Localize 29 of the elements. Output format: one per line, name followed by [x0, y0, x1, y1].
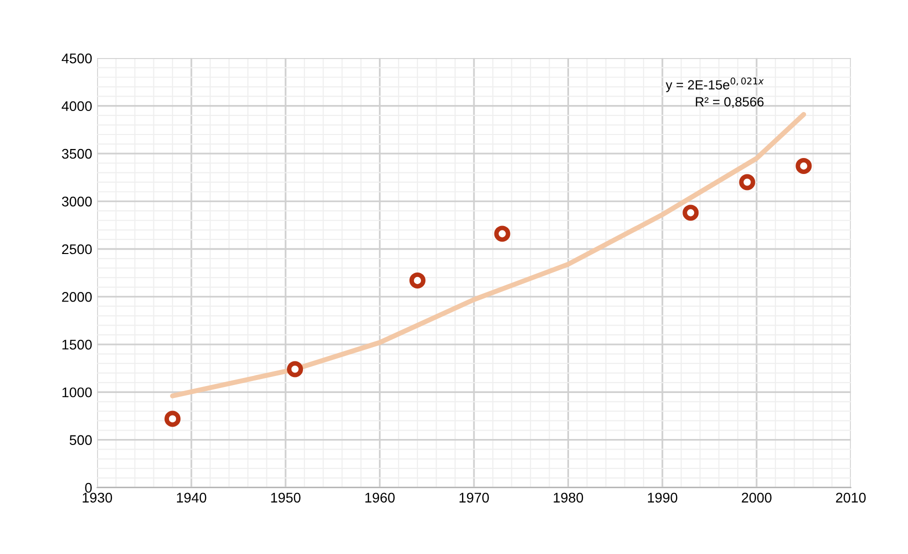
point	[164, 410, 181, 427]
y-tick-label: 3000	[62, 196, 92, 206]
y-tick-label: 2500	[62, 244, 92, 254]
point	[494, 226, 510, 242]
y-tick-label: 4000	[62, 101, 92, 112]
y-tick-label: 3500	[62, 148, 92, 159]
y-tick-label: 1500	[62, 340, 92, 350]
x-tick-label: 1960	[365, 492, 395, 503]
point	[796, 158, 812, 174]
y-tick-label: 1000	[62, 387, 92, 398]
point	[739, 174, 756, 190]
y-tick-label: 4500	[62, 54, 92, 64]
x-tick-label: 1990	[648, 492, 678, 503]
point	[286, 361, 304, 378]
y-tick-label: 2000	[62, 292, 92, 302]
x-tick-label: 1970	[460, 492, 489, 503]
x-tick-label: 1930	[82, 492, 112, 503]
x-tick-label: 1940	[176, 492, 206, 503]
x-tick-label: 2010	[836, 492, 866, 503]
x-tick-label: 1950	[271, 492, 300, 503]
point	[409, 272, 426, 289]
x-tick-label: 2000	[742, 492, 772, 503]
line-series	[170, 112, 806, 398]
annotation: R² = 0,8566	[696, 97, 764, 108]
point	[682, 204, 699, 221]
x-tick-label: 1980	[554, 492, 584, 503]
y-tick-label: 500	[70, 435, 92, 445]
annotation: y = 2E-15e$^{0,021x}$	[666, 77, 764, 92]
y-tick-label: 0	[85, 482, 92, 493]
